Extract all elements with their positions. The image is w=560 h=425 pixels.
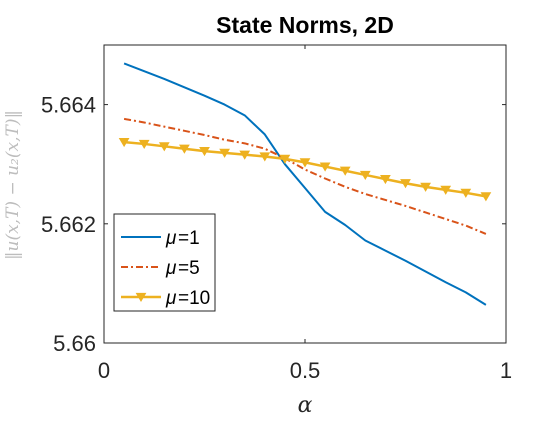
legend-label: =1 <box>178 228 200 249</box>
data-point-marker <box>179 144 190 154</box>
data-point-marker <box>259 152 271 162</box>
chart-title: State Norms, 2D <box>216 12 394 38</box>
data-point-marker <box>460 188 472 198</box>
data-point-marker <box>279 154 291 164</box>
data-point-marker <box>339 166 351 176</box>
y-ticks: 5.66 5.662 5.664 <box>41 93 506 356</box>
x-axis-label: α <box>298 393 313 418</box>
data-point-marker <box>420 182 431 192</box>
data-point-marker <box>138 139 150 149</box>
legend-label: =10 <box>178 288 210 309</box>
x-tick-label: 0 <box>98 358 110 383</box>
data-point-marker <box>239 150 251 160</box>
legend-mu-symbol: μ <box>165 228 177 249</box>
data-point-marker <box>219 148 230 158</box>
series-layer <box>118 62 492 306</box>
legend-box <box>113 213 216 312</box>
legend: μ =1μ =5μ =10 <box>113 213 216 312</box>
data-point-marker <box>359 170 371 180</box>
data-point-marker <box>118 138 130 148</box>
series-0 <box>123 62 487 306</box>
data-point-marker <box>158 142 170 152</box>
y-tick-label: 5.664 <box>41 93 96 118</box>
series-2 <box>118 138 492 202</box>
x-tick-label: 1 <box>500 358 512 383</box>
data-point-marker <box>440 185 452 195</box>
x-tick-label: 0.5 <box>290 358 321 383</box>
data-point-marker <box>299 158 311 168</box>
y-tick-label: 5.66 <box>53 331 96 356</box>
data-point-marker <box>319 162 331 172</box>
legend-mu-symbol: μ <box>165 288 177 309</box>
y-axis-label: ‖u(x,T) − u₂(x,T)‖ <box>3 110 23 260</box>
data-point-marker <box>199 146 210 157</box>
data-point-marker <box>480 192 492 202</box>
series-line <box>123 117 487 235</box>
x-ticks: 0 0.5 1 <box>98 45 512 383</box>
legend-marker <box>135 292 147 303</box>
legend-mu-symbol: μ <box>165 258 177 279</box>
y-tick-label: 5.662 <box>41 212 96 237</box>
legend-label: =5 <box>178 258 200 279</box>
series-line <box>123 62 487 306</box>
series-1 <box>123 117 487 235</box>
data-point-marker <box>400 179 411 189</box>
plot-frame <box>103 44 507 344</box>
data-point-marker <box>380 175 391 185</box>
